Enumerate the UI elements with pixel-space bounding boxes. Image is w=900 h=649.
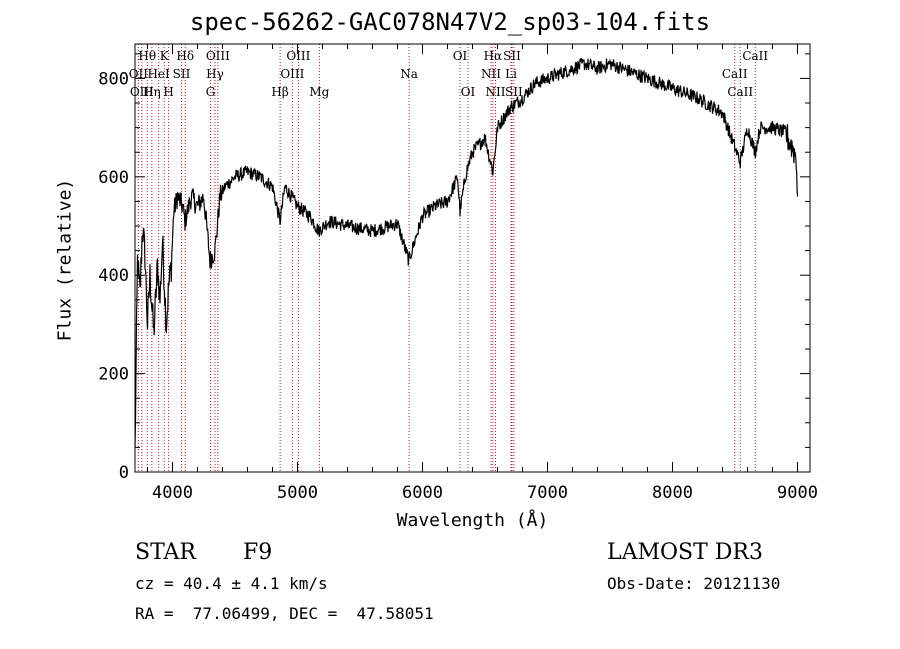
redshift-cz: cz = 40.4 ± 4.1 km/s <box>135 574 328 593</box>
spectral-line-label: G <box>206 85 216 99</box>
spectral-line-label: CaII <box>727 85 753 99</box>
spectral-line-label: SII <box>173 67 191 81</box>
spectral-line-markers <box>137 44 756 472</box>
spectral-line-label: OIII <box>280 67 304 81</box>
y-tick-label: 200 <box>98 365 129 385</box>
spectral-line-label: Hγ <box>206 67 224 81</box>
x-tick-label: 7000 <box>527 483 568 503</box>
coordinates: RA = 77.06499, DEC = 47.58051 <box>135 604 434 623</box>
spectral-line-label: Hη <box>143 85 161 99</box>
x-axis-label: Wavelength (Å) <box>396 510 549 531</box>
spectral-line-label: OIII <box>286 49 310 63</box>
spectral-line-label: OIII <box>206 49 230 63</box>
spectral-line-label: K <box>160 49 170 63</box>
spectral-line-label: Hθ <box>138 49 156 63</box>
x-tick-label: 4000 <box>152 483 193 503</box>
spectral-line-label: Mg <box>309 85 329 99</box>
y-tick-label: 800 <box>98 69 129 89</box>
y-tick-label: 600 <box>98 168 129 188</box>
spectral-line-label: OII <box>129 67 149 81</box>
spectral-line-label: NII <box>481 67 501 81</box>
chart-title: spec-56262-GAC078N47V2_sp03-104.fits <box>189 8 711 36</box>
spectral-line-label: NII <box>486 85 506 99</box>
spectral-line-label: H <box>163 85 173 99</box>
axis-ticks: 4000 5000 6000 7000 8000 9000 0 200 400 600 800 <box>98 44 818 503</box>
y-axis-label: Flux (relative) <box>54 178 76 342</box>
spectral-line-label: HeI <box>147 67 170 81</box>
x-tick-label: 9000 <box>777 483 818 503</box>
spectral-line-label: SII <box>505 85 523 99</box>
spectral-line-label: OIII <box>130 85 154 99</box>
spectral-line-label: Hβ <box>271 85 288 99</box>
spectral-line-label: SII <box>503 49 521 63</box>
y-tick-label: 400 <box>98 266 129 286</box>
spectral-line-label: Li <box>505 67 517 81</box>
spectral-line-label: CaII <box>722 67 748 81</box>
object-class: STAR <box>135 540 196 565</box>
y-tick-label: 0 <box>119 463 129 483</box>
spectral-line-label: Hδ <box>176 49 194 63</box>
x-tick-label: 6000 <box>402 483 443 503</box>
spectral-line-label: OI <box>453 49 468 63</box>
survey-name: LAMOST DR3 <box>607 540 763 565</box>
x-tick-label: 5000 <box>277 483 318 503</box>
spectral-line-label: CaII <box>742 49 768 63</box>
spectral-line-label: Hα <box>484 49 503 63</box>
x-tick-label: 8000 <box>652 483 693 503</box>
object-subclass: F9 <box>243 540 273 565</box>
spectral-line-label: Na <box>400 67 418 81</box>
spectral-line-label: OI <box>461 85 476 99</box>
spectrum-line <box>134 57 799 448</box>
observation-date: Obs-Date: 20121130 <box>607 574 781 593</box>
